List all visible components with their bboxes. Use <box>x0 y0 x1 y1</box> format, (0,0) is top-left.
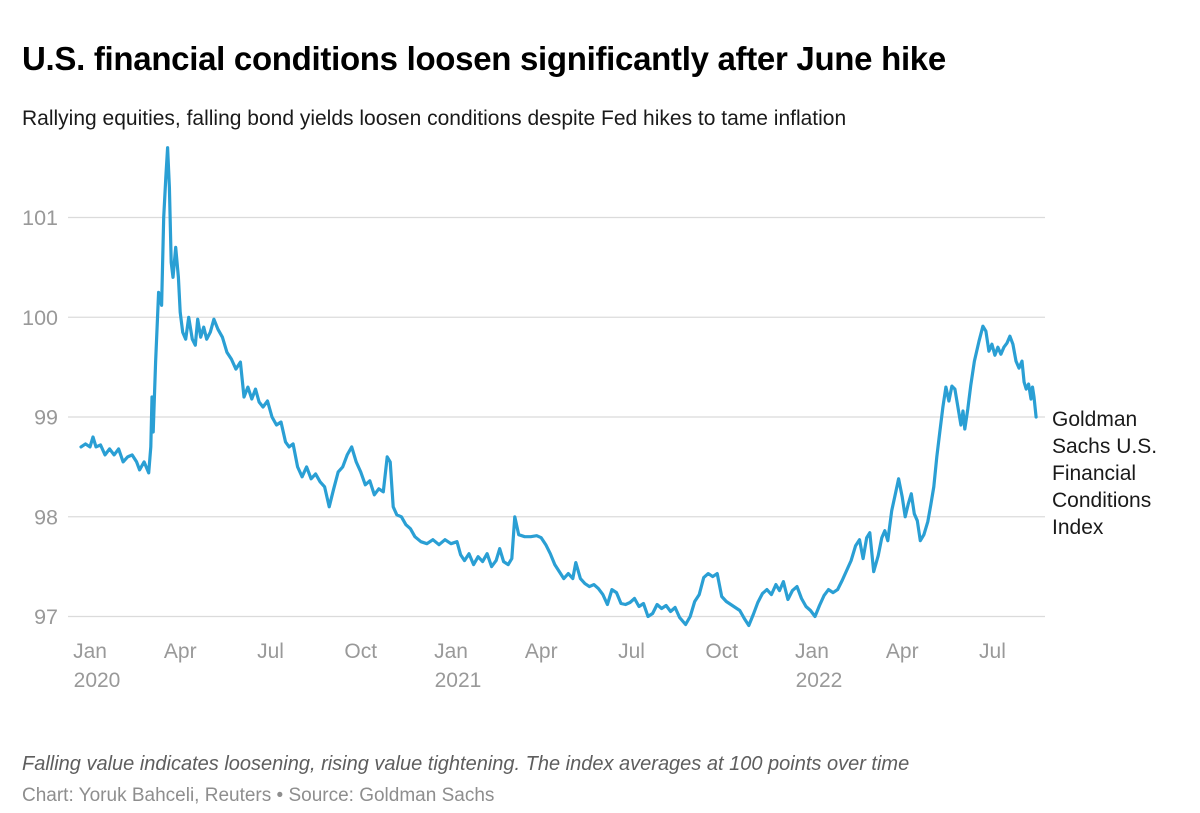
x-tick-label: Oct <box>344 640 377 663</box>
x-tick-label: Jan <box>73 640 107 663</box>
x-tick-year: 2022 <box>796 669 843 692</box>
x-tick-label: Jul <box>979 640 1006 663</box>
x-tick-label: Jul <box>618 640 645 663</box>
y-tick-label: 99 <box>34 406 58 430</box>
index-line <box>79 146 1038 628</box>
x-tick-label: Jan <box>434 640 468 663</box>
y-tick-label: 100 <box>22 306 58 330</box>
series-annotation: Goldman Sachs U.S. Financial Conditions … <box>1052 408 1158 539</box>
credit-line: Chart: Yoruk Bahceli, Reuters • Source: … <box>22 785 495 806</box>
x-tick-label: Oct <box>705 640 738 663</box>
page-subtitle: Rallying equities, falling bond yields l… <box>22 107 847 130</box>
x-tick-year: 2021 <box>435 669 482 692</box>
chart-footnote: Falling value indicates loosening, risin… <box>22 753 910 775</box>
x-tick-year: 2020 <box>74 669 121 692</box>
page-title: U.S. financial conditions loosen signifi… <box>22 40 946 78</box>
y-tick-label: 101 <box>22 206 58 230</box>
x-tick-label: Apr <box>164 640 197 663</box>
y-tick-label: 98 <box>34 505 58 529</box>
x-tick-label: Apr <box>886 640 919 663</box>
y-tick-label: 97 <box>34 605 58 629</box>
x-tick-label: Jan <box>795 640 829 663</box>
x-tick-label: Jul <box>257 640 284 663</box>
x-tick-label: Apr <box>525 640 558 663</box>
